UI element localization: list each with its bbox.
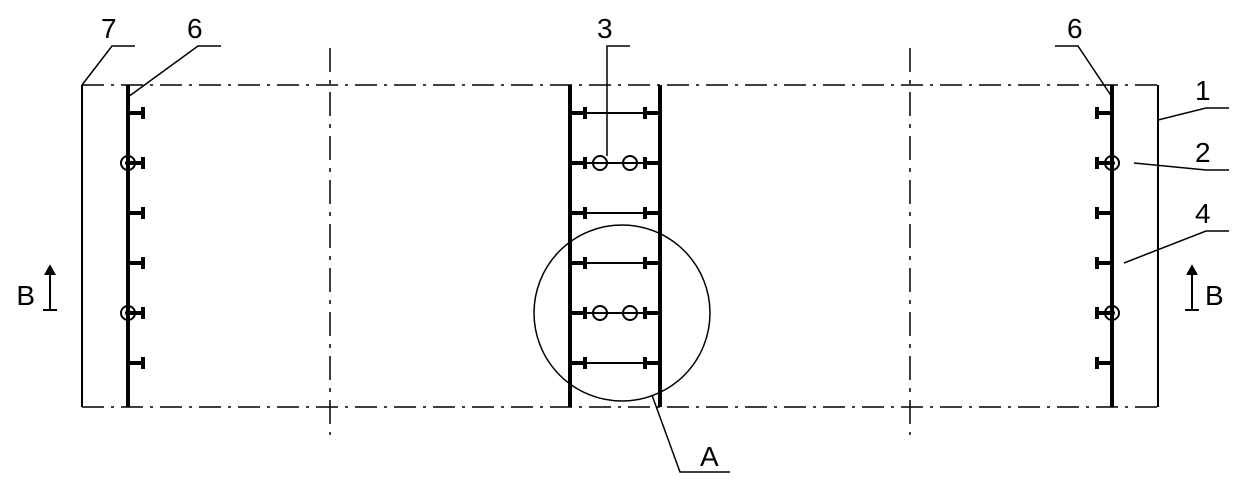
svg-text:B: B [1205, 280, 1224, 311]
svg-text:4: 4 [1195, 198, 1211, 229]
svg-text:1: 1 [1195, 75, 1211, 106]
svg-text:3: 3 [597, 13, 613, 44]
svg-text:2: 2 [1195, 137, 1211, 168]
svg-text:6: 6 [187, 13, 203, 44]
svg-text:6: 6 [1067, 13, 1083, 44]
svg-text:7: 7 [101, 13, 117, 44]
svg-text:B: B [16, 280, 35, 311]
svg-text:A: A [700, 441, 719, 472]
engineering-diagram: B B 7 6 3 6 1 2 4 A [0, 0, 1240, 503]
